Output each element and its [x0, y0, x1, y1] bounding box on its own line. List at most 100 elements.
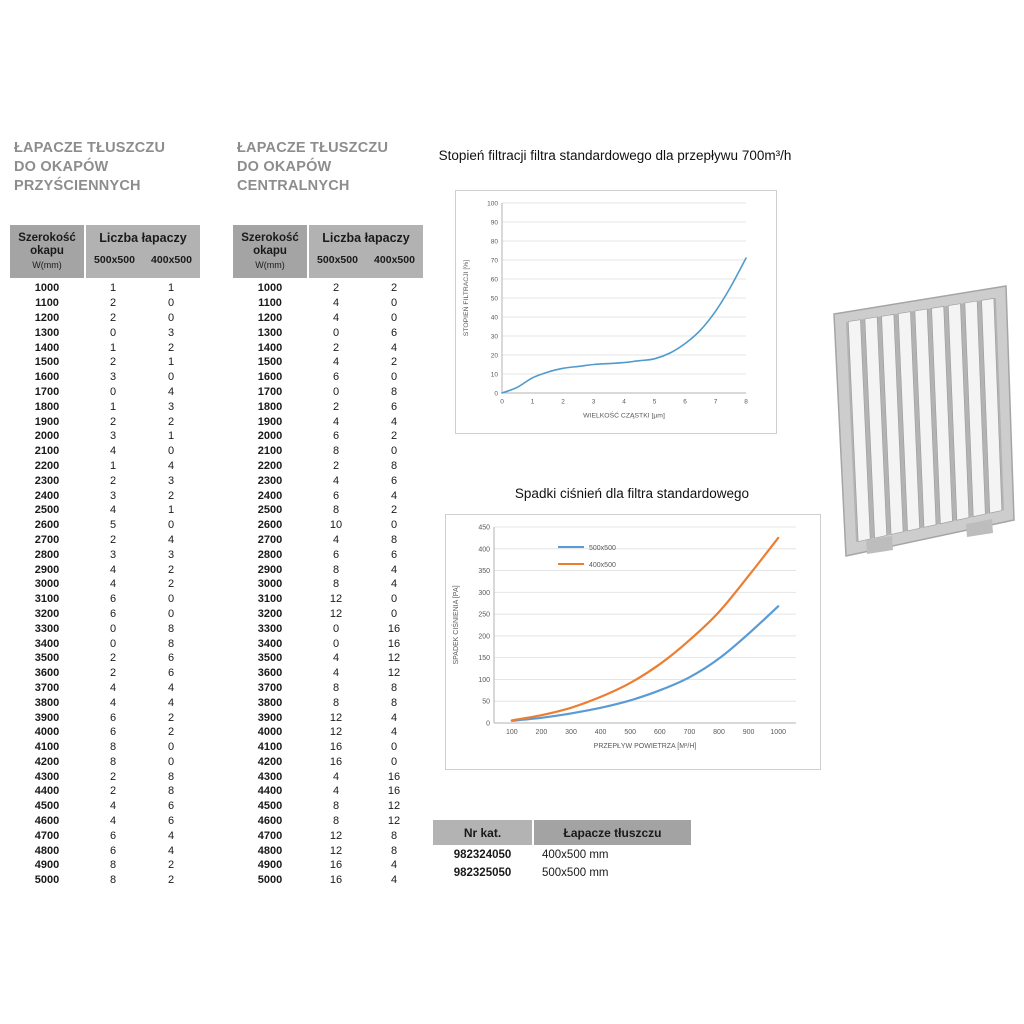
table-row: 2900 8 4	[233, 562, 423, 577]
count-400x500: 16	[387, 785, 401, 798]
hood-width-value: 2200	[34, 459, 60, 472]
svg-text:1000: 1000	[770, 729, 786, 736]
table-row: 3500 2 6	[10, 651, 200, 666]
svg-text:2: 2	[561, 399, 565, 406]
count-400x500: 4	[167, 681, 175, 694]
hood-width-value: 3800	[257, 696, 283, 709]
count-500x500: 4	[109, 504, 117, 517]
table-row: 4100 8 0	[10, 740, 200, 755]
hood-width-value: 1700	[257, 385, 283, 398]
count-500x500: 0	[332, 622, 340, 635]
count-500x500: 8	[332, 815, 340, 828]
hood-width-value: 3500	[257, 652, 283, 665]
count-500x500: 4	[332, 770, 340, 783]
table-row: 4200 16 0	[233, 755, 423, 770]
hood-width-value: 2800	[34, 548, 60, 561]
count-400x500: 8	[167, 637, 175, 650]
count-500x500: 1	[109, 400, 117, 413]
count-500x500: 2	[109, 533, 117, 546]
svg-text:STOPIEŃ FILTRACJI [%]: STOPIEŃ FILTRACJI [%]	[461, 260, 470, 337]
table-row: 3200 12 0	[233, 607, 423, 622]
hood-width-value: 4100	[34, 741, 60, 754]
count-400x500: 8	[390, 696, 398, 709]
hood-width-value: 3700	[257, 681, 283, 694]
count-400x500: 4	[167, 696, 175, 709]
table-row: 982324050 400x500 mm	[433, 847, 691, 863]
hood-width-value: 2500	[257, 504, 283, 517]
count-500x500: 0	[109, 622, 117, 635]
hood-width-value: 3000	[34, 578, 60, 591]
filtration-chart: 0 10 20 30 40 50 60 70 80 90 100 0 1 2 3 4 5 6 7 8 WIELKOŚĆ …	[455, 190, 777, 434]
count-400x500: 3	[167, 548, 175, 561]
series-filtracja	[501, 257, 747, 394]
table-row: 4300 4 16	[233, 769, 423, 784]
hood-width-value: 3200	[257, 607, 283, 620]
count-400x500: 0	[390, 607, 398, 620]
hood-width-value: 4300	[257, 770, 283, 783]
table-row: 2800 3 3	[10, 547, 200, 562]
table-row: 2700 4 8	[233, 533, 423, 548]
svg-text:200: 200	[536, 729, 548, 736]
svg-text:400: 400	[478, 546, 490, 553]
hood-width-value: 3000	[257, 578, 283, 591]
table-row: 3500 4 12	[233, 651, 423, 666]
table-row: 3100 12 0	[233, 592, 423, 607]
table-row: 3000 8 4	[233, 577, 423, 592]
hood-width-value: 1800	[34, 400, 60, 413]
count-400x500: 0	[167, 755, 175, 768]
hood-width-value: 4700	[34, 829, 60, 842]
hood-width-value: 2200	[257, 459, 283, 472]
table-body: 1000 2 2 1100 4 0 1200 4 0 1300 0 6 1400 2 4 1500 4 2 1600…	[233, 281, 423, 888]
hood-width-value: 3800	[34, 696, 60, 709]
hood-width-value: 1200	[257, 311, 283, 324]
table-row: 3900 6 2	[10, 710, 200, 725]
table-row: 3400 0 8	[10, 636, 200, 651]
table-row: 3800 8 8	[233, 695, 423, 710]
table-row: 4500 4 6	[10, 799, 200, 814]
count-500x500: 8	[332, 504, 340, 517]
table-row: 1000 2 2	[233, 281, 423, 296]
count-400x500: 0	[167, 593, 175, 606]
table-row: 5000 16 4	[233, 873, 423, 888]
svg-text:50: 50	[491, 295, 499, 302]
svg-text:5: 5	[653, 399, 657, 406]
table-row: 3400 0 16	[233, 636, 423, 651]
catalog-number: 982324050	[453, 849, 512, 861]
hood-width-value: 1600	[257, 371, 283, 384]
table-row: 4200 8 0	[10, 755, 200, 770]
section-title-central: ŁAPACZE TŁUSZCZU DO OKAPÓW CENTRALNYCH	[237, 139, 388, 196]
count-500x500: 0	[109, 326, 117, 339]
svg-text:100: 100	[487, 200, 498, 207]
count-500x500: 1	[109, 459, 117, 472]
subcolumn-400x500: 400x500	[374, 253, 415, 266]
count-500x500: 2	[332, 459, 340, 472]
count-400x500: 0	[390, 519, 398, 532]
count-400x500: 4	[167, 829, 175, 842]
table-row: 4000 6 2	[10, 725, 200, 740]
hood-width-value: 2100	[34, 445, 60, 458]
table-row: 3700 4 4	[10, 681, 200, 696]
section-title-line: DO OKAPÓW	[14, 159, 109, 175]
count-400x500: 4	[167, 533, 175, 546]
table-row: 4900 16 4	[233, 858, 423, 873]
table-row: 3900 12 4	[233, 710, 423, 725]
pressure-chart-title: Spadki ciśnień dla filtra standardowego	[514, 486, 750, 501]
hood-width-value: 1300	[257, 326, 283, 339]
count-400x500: 0	[167, 741, 175, 754]
count-500x500: 1	[109, 341, 117, 354]
table-row: 1100 2 0	[10, 296, 200, 311]
svg-text:300: 300	[565, 729, 577, 736]
table-row: 4900 8 2	[10, 858, 200, 873]
count-400x500: 0	[167, 297, 175, 310]
count-500x500: 2	[109, 785, 117, 798]
hood-width-value: 1400	[34, 341, 60, 354]
count-500x500: 4	[109, 696, 117, 709]
count-400x500: 2	[167, 578, 175, 591]
catalog-header-nr: Nr kat.	[433, 820, 532, 845]
table-row: 1600 6 0	[233, 370, 423, 385]
table-row: 4800 12 8	[233, 843, 423, 858]
count-500x500: 3	[109, 489, 117, 502]
count-400x500: 0	[167, 311, 175, 324]
hood-width-value: 2600	[34, 519, 60, 532]
count-400x500: 2	[390, 504, 398, 517]
